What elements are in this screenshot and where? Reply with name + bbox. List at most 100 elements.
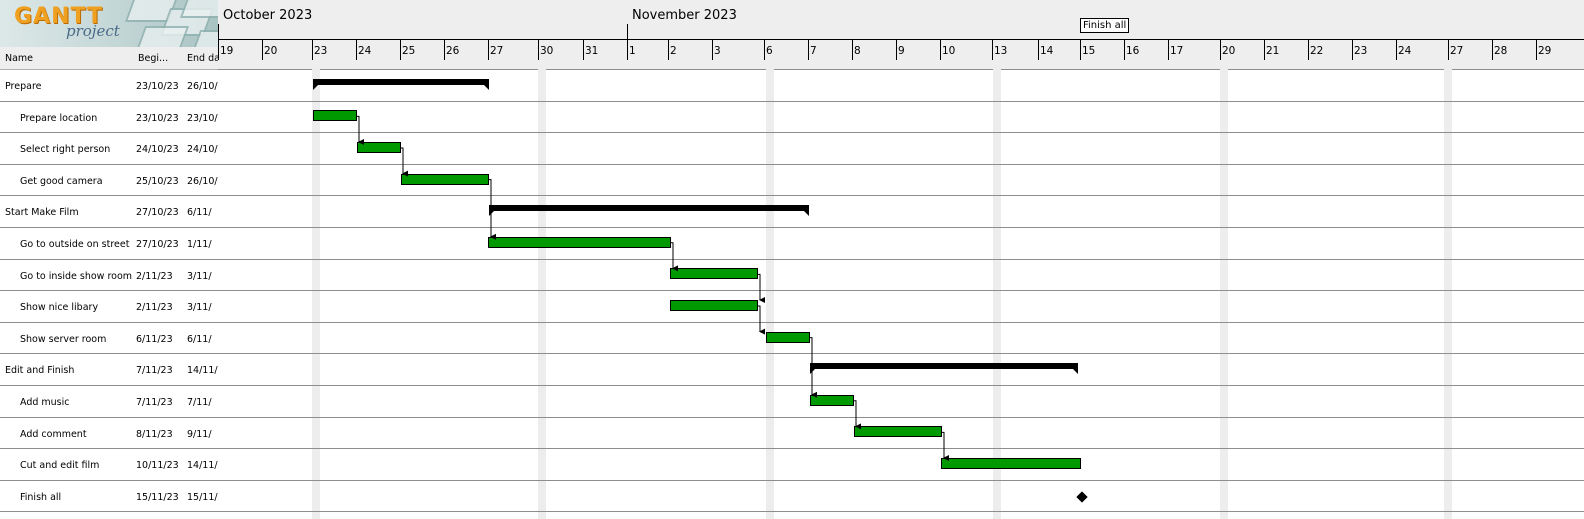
day-label: 19 [220, 45, 234, 57]
day-tick [940, 40, 941, 60]
summary-task-bar[interactable] [313, 78, 489, 90]
day-tick [1080, 40, 1081, 60]
day-label: 9 [898, 45, 905, 57]
day-label: 21 [1266, 45, 1280, 57]
day-tick [538, 40, 539, 60]
table-row[interactable]: Go to outside on street 27/10/23 1/11/ [0, 228, 218, 260]
day-tick [218, 40, 219, 60]
task-bar[interactable] [488, 236, 671, 248]
column-header-name[interactable]: Name [5, 53, 34, 64]
table-row[interactable]: Show server room 6/11/23 6/11/ [0, 323, 218, 355]
table-row[interactable]: Edit and Finish 7/11/23 14/11/ [0, 354, 218, 386]
dependency-arrow [489, 179, 496, 240]
dependency-arrow [942, 431, 949, 461]
day-label: 30 [540, 45, 554, 57]
task-bar[interactable] [670, 300, 758, 311]
weekend-column [538, 69, 546, 519]
day-label: 27 [1450, 45, 1464, 57]
day-tick [896, 40, 897, 60]
table-row[interactable]: Add music 7/11/23 7/11/ [0, 386, 218, 418]
dependency-arrow [357, 115, 364, 145]
day-label: 17 [1170, 45, 1184, 57]
day-label: 7 [810, 45, 817, 57]
task-begin-date: 24/10/23 [136, 144, 179, 156]
day-label: 20 [264, 45, 278, 57]
day-label: 20 [1222, 45, 1236, 57]
day-label: 24 [358, 45, 372, 57]
task-bar[interactable] [357, 142, 401, 153]
day-label: 10 [942, 45, 956, 57]
chart-row-line [218, 417, 1584, 418]
day-tick [627, 40, 628, 60]
task-name: Go to inside show room [20, 270, 133, 282]
task-bar[interactable] [810, 394, 854, 406]
task-table: GANTT project Name Begi... End da Prepar… [0, 0, 218, 519]
day-scale-line [218, 39, 1584, 40]
task-name: Cut and edit film [20, 460, 100, 472]
task-begin-date: 6/11/23 [136, 333, 173, 345]
table-row[interactable]: Go to inside show room 2/11/23 3/11/ [0, 260, 218, 292]
task-end-date: 1/11/ [187, 239, 212, 250]
task-end-date: 9/11/ [187, 428, 212, 440]
task-end-date: 15/11/ [187, 491, 218, 503]
table-row[interactable]: Prepare 23/10/23 26/10/ [0, 70, 218, 102]
task-name: Show nice libary [20, 302, 99, 314]
day-tick [444, 40, 445, 60]
chart-row-line [218, 259, 1584, 260]
task-end-date: 3/11/ [187, 270, 212, 282]
task-name: Select right person [20, 144, 111, 156]
day-tick [488, 40, 489, 60]
task-bar[interactable] [941, 458, 1081, 469]
table-row[interactable]: Add comment 8/11/23 9/11/ [0, 418, 218, 450]
column-header-end[interactable]: End da [187, 53, 218, 64]
day-label: 24 [1398, 45, 1412, 57]
task-begin-date: 27/10/23 [136, 207, 179, 219]
task-name: Add music [20, 397, 70, 408]
task-name: Edit and Finish [5, 365, 75, 377]
task-bar[interactable] [670, 268, 758, 280]
task-bar[interactable] [766, 331, 810, 343]
day-label: 15 [1082, 45, 1096, 57]
chart-row-line [218, 480, 1584, 481]
task-bar[interactable] [854, 426, 942, 438]
table-row[interactable]: Start Make Film 27/10/23 6/11/ [0, 196, 218, 228]
dependency-arrow [854, 400, 861, 430]
task-begin-date: 23/10/23 [136, 112, 179, 124]
day-tick [1264, 40, 1265, 60]
task-begin-date: 10/11/23 [136, 460, 179, 472]
chart-row-line [218, 195, 1584, 196]
month-label-october: October 2023 [223, 8, 313, 23]
weekend-column [993, 69, 1001, 519]
day-tick [992, 40, 993, 60]
ganttproject-logo: GANTT project [0, 0, 218, 47]
column-header-begin[interactable]: Begi... [138, 53, 169, 64]
day-label: 13 [994, 45, 1008, 57]
day-label: 29 [1538, 45, 1552, 57]
task-name: Finish all [20, 491, 62, 503]
logo-subtext: project [66, 22, 120, 40]
day-label: 23 [1354, 45, 1368, 57]
day-label: 16 [1126, 45, 1140, 57]
table-row[interactable]: Select right person 24/10/23 24/10/ [0, 133, 218, 165]
chart-row-line [218, 132, 1584, 133]
table-row[interactable]: Prepare location 23/10/23 23/10/ [0, 102, 218, 134]
task-bar[interactable] [401, 173, 489, 185]
task-end-date: 7/11/ [187, 397, 212, 408]
task-bar[interactable] [313, 110, 357, 122]
table-row[interactable]: Cut and edit film 10/11/23 14/11/ [0, 449, 218, 481]
table-row[interactable]: Get good camera 25/10/23 26/10/ [0, 165, 218, 197]
day-label: 14 [1040, 45, 1054, 57]
weekend-column [766, 69, 774, 519]
task-begin-date: 8/11/23 [136, 428, 173, 440]
table-row[interactable]: Show nice libary 2/11/23 3/11/ [0, 291, 218, 323]
task-name: Start Make Film [5, 207, 79, 219]
task-name: Get good camera [20, 175, 103, 187]
day-label: 6 [766, 45, 773, 57]
day-tick [764, 40, 765, 60]
table-row[interactable]: Finish all 15/11/23 15/11/ [0, 481, 218, 513]
task-end-date: 26/10/ [187, 175, 218, 187]
table-header: Name Begi... End da [0, 47, 218, 70]
weekend-column [1220, 69, 1228, 519]
task-end-date: 24/10/ [187, 144, 218, 156]
day-label: 2 [670, 45, 677, 57]
